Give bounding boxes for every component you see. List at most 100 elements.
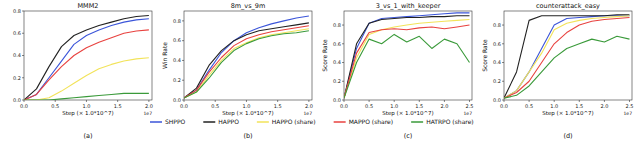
x-tick-label: 2.0: [440, 103, 448, 109]
x-tick-label: 1.0: [82, 103, 90, 109]
y-tick: [22, 100, 24, 101]
x-tick-label: 2.5: [466, 103, 474, 109]
x-tick-label: 2.5: [626, 103, 634, 109]
x-tick-label: 0.5: [51, 103, 59, 109]
lines: [184, 16, 309, 98]
series-line: [184, 31, 309, 98]
series-line: [184, 16, 309, 98]
series-line: [184, 23, 309, 98]
plot-frame: [344, 11, 472, 100]
series-line: [504, 16, 629, 98]
series-line: [344, 16, 469, 98]
legend-label: HAPPO: [218, 118, 239, 125]
series-line: [344, 13, 469, 98]
y-tick-label: 0.6: [13, 30, 21, 36]
x-tick-label: 0.5: [365, 103, 373, 109]
legend-swatch: [203, 121, 215, 123]
series-line: [24, 58, 149, 100]
y-tick-label: 0.2: [493, 78, 501, 84]
panel: MMM2Step (× 1.0*10^7)1e7(a)0.00.51.01.52…: [13, 2, 153, 140]
x-tick-label: 0.5: [211, 103, 219, 109]
y-tick-label: 0.4: [333, 59, 341, 65]
y-tick: [342, 100, 344, 101]
y-label: Score Rate: [481, 39, 488, 72]
series-line: [24, 19, 149, 100]
plot-frame: [24, 11, 152, 100]
legend-label: SHPPO: [165, 118, 186, 125]
series-line: [344, 34, 469, 98]
series-line: [24, 30, 149, 100]
x-tick-label: 0.0: [500, 103, 508, 109]
y-tick-label: 0.0: [13, 97, 21, 103]
x-label: Step (× 1.0*10^7): [62, 110, 114, 117]
series-line: [344, 19, 469, 98]
series-line: [504, 18, 629, 99]
y-tick: [22, 11, 24, 12]
legend-label: MAPPO (share): [349, 118, 393, 125]
legend: SHPPO HAPPO HAPPO (share) MAPPO (share) HATR…: [150, 118, 474, 125]
legend-swatch: [334, 121, 346, 123]
legend-label: HAPPO (share): [272, 118, 316, 125]
axis-offset: 1e7: [624, 111, 633, 116]
y-tick-label: 0.6: [493, 41, 501, 47]
y-tick-label: 0.6: [333, 41, 341, 47]
subtitle: (d): [563, 132, 572, 140]
axis-offset: 1e7: [304, 111, 313, 116]
y-tick: [182, 100, 184, 101]
y-tick: [502, 100, 504, 101]
y-tick-label: 0.8: [13, 8, 21, 14]
title: 3_vs_1_with_keeper: [376, 2, 441, 10]
panel: 3_vs_1_with_keeper Score Rate Step (× 1.0*…: [321, 2, 473, 140]
x-tick-label: 1.0: [390, 103, 398, 109]
y-tick: [22, 55, 24, 56]
y-tick-label: 0.2: [173, 77, 181, 83]
y-tick-label: 0.4: [493, 59, 501, 65]
x-tick-label: 1.0: [242, 103, 250, 109]
y-tick-label: 0.8: [173, 18, 181, 24]
y-tick: [182, 40, 184, 41]
subtitle: (b): [243, 132, 252, 140]
subtitle: (c): [404, 132, 413, 140]
y-tick-label: 0.0: [173, 97, 181, 103]
plot-frame: [184, 11, 312, 100]
x-tick-label: 1.0: [550, 103, 558, 109]
y-tick-label: 0.8: [333, 22, 341, 28]
x-tick-label: 0.0: [340, 103, 348, 109]
figure: MMM2Step (× 1.0*10^7)1e7(a)0.00.51.01.52…: [0, 0, 640, 142]
y-tick: [22, 33, 24, 34]
y-tick: [182, 60, 184, 61]
lines: [24, 15, 149, 100]
x-tick-label: 0.0: [20, 103, 28, 109]
series-line: [504, 15, 629, 98]
y-tick-label: 0.4: [13, 52, 21, 58]
series-line: [504, 36, 629, 98]
y-tick: [342, 25, 344, 26]
y-tick-label: 0.6: [173, 37, 181, 43]
series-line: [344, 25, 469, 98]
x-tick-label: 0.5: [525, 103, 533, 109]
legend-swatch: [257, 121, 269, 123]
x-label: Step (× 1.0*10^7): [542, 110, 594, 117]
y-tick-label: 0.0: [493, 97, 501, 103]
x-label: Step (× 1.0*10^7): [222, 110, 274, 117]
x-tick-label: 1.5: [114, 103, 122, 109]
series-line: [504, 16, 629, 98]
title: counterattack_easy: [536, 2, 600, 10]
legend-swatch: [411, 121, 423, 123]
y-tick: [502, 62, 504, 63]
subtitle: (a): [83, 132, 92, 140]
lines: [504, 15, 629, 98]
panel: counterattack_easy Score Rate Step (× 1.0*…: [481, 2, 633, 140]
y-tick-label: 0.8: [493, 22, 501, 28]
y-tick: [502, 25, 504, 26]
y-tick: [22, 77, 24, 78]
x-tick-label: 1.5: [575, 103, 583, 109]
y-label: Score Rate: [321, 39, 328, 72]
legend-label: HATRPO (share): [426, 118, 474, 125]
x-tick-label: 0.0: [180, 103, 188, 109]
x-label: Step (× 1.0*10^7): [382, 110, 434, 117]
axis-offset: 1e7: [464, 111, 473, 116]
x-tick-label: 2.0: [305, 103, 313, 109]
y-tick: [342, 62, 344, 63]
x-tick-label: 2.0: [600, 103, 608, 109]
